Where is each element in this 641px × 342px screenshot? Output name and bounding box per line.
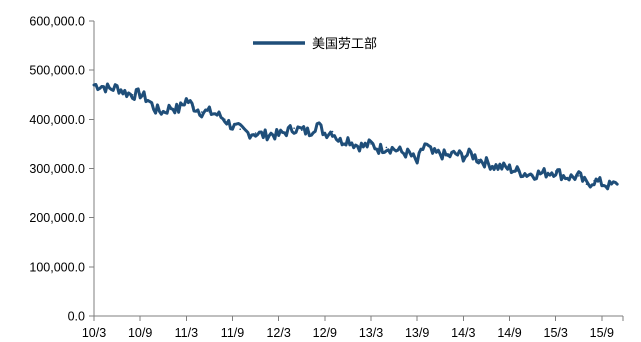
x-tick-label: 14/3 xyxy=(451,326,475,340)
data-point xyxy=(570,176,572,179)
x-tick-label: 10/9 xyxy=(128,326,152,340)
legend-label: 美国劳工部 xyxy=(312,36,377,52)
data-point xyxy=(247,132,249,134)
data-point xyxy=(285,130,288,133)
data-point xyxy=(377,148,380,150)
data-point xyxy=(578,175,580,177)
data-point xyxy=(262,134,265,136)
x-tick-label: 13/3 xyxy=(359,326,383,340)
y-tick-label: 300,000.0 xyxy=(29,162,85,176)
data-point xyxy=(608,184,611,187)
data-point xyxy=(108,88,111,90)
x-tick-label: 14/9 xyxy=(497,326,521,340)
y-tick-label: 200,000.0 xyxy=(29,211,85,225)
data-point xyxy=(431,153,434,155)
data-point xyxy=(593,180,595,182)
data-point xyxy=(416,161,419,164)
data-point xyxy=(301,129,303,131)
data-point xyxy=(493,165,495,167)
data-point xyxy=(447,155,449,157)
x-tick-label: 12/3 xyxy=(266,326,290,340)
data-point xyxy=(601,182,603,185)
plot-area xyxy=(92,82,619,191)
data-point xyxy=(385,146,388,149)
data-point xyxy=(547,171,549,174)
data-point xyxy=(208,111,211,113)
y-tick-label: 400,000.0 xyxy=(29,113,85,127)
data-point xyxy=(177,108,180,111)
data-point xyxy=(116,86,118,89)
data-point xyxy=(616,183,618,185)
data-point xyxy=(277,134,280,136)
data-point xyxy=(462,155,465,157)
data-point xyxy=(508,167,511,170)
data-point xyxy=(454,153,457,155)
data-point xyxy=(370,143,372,145)
x-tick-label: 15/3 xyxy=(544,326,568,340)
data-point xyxy=(170,106,172,108)
y-tick-label: 500,000.0 xyxy=(29,64,85,78)
data-point xyxy=(193,106,195,108)
data-point xyxy=(531,173,534,176)
data-point xyxy=(347,138,349,140)
data-point xyxy=(585,183,588,185)
data-point xyxy=(393,148,395,150)
data-point xyxy=(562,175,565,177)
data-point xyxy=(216,113,218,116)
data-point xyxy=(331,130,334,133)
data-point xyxy=(162,111,165,113)
series-line xyxy=(92,82,619,191)
x-tick-label: 11/3 xyxy=(175,326,198,340)
data-point xyxy=(401,151,403,154)
data-point xyxy=(439,153,442,155)
data-point xyxy=(501,166,503,168)
data-point xyxy=(477,158,480,161)
y-tick-label: 600,000.0 xyxy=(29,15,85,29)
data-point xyxy=(408,153,411,155)
data-point xyxy=(524,172,526,175)
x-tick-label: 10/3 xyxy=(82,326,106,340)
data-point xyxy=(100,85,103,87)
x-tick-label: 12/9 xyxy=(313,326,337,340)
data-point xyxy=(485,161,488,164)
data-point xyxy=(308,131,311,133)
data-point xyxy=(424,143,426,145)
data-point xyxy=(339,140,342,143)
data-point xyxy=(139,93,141,95)
data-point xyxy=(147,98,149,101)
data-point xyxy=(516,170,518,172)
data-point xyxy=(93,84,95,86)
data-point xyxy=(224,118,226,121)
data-point xyxy=(185,98,188,101)
data-point xyxy=(293,127,295,129)
x-tick-label: 15/9 xyxy=(590,326,614,340)
data-point xyxy=(200,111,203,113)
data-point xyxy=(316,123,318,126)
data-point xyxy=(554,170,557,172)
data-point xyxy=(231,125,234,128)
data-point xyxy=(324,132,326,134)
data-point xyxy=(362,145,365,148)
x-tick-label: 13/9 xyxy=(405,326,429,340)
data-point xyxy=(270,133,272,135)
data-point xyxy=(239,128,241,130)
data-point xyxy=(154,108,157,111)
x-axis: 10/3 10/9 11/3 11/9 12/3 12/9 13/3 13/9 14/3 14/9… xyxy=(82,315,624,340)
data-point xyxy=(124,91,126,94)
data-point xyxy=(131,94,134,96)
y-tick-label: 100,000.0 xyxy=(29,260,85,274)
data-point xyxy=(354,144,357,146)
y-axis: 0.0 100,000.0 200,000.0 300,000.0 400,000.0 5… xyxy=(29,15,95,324)
legend: 美国劳工部 xyxy=(253,36,377,52)
x-tick-label: 11/9 xyxy=(221,326,244,340)
data-point xyxy=(470,153,472,155)
data-point xyxy=(539,172,542,175)
data-point xyxy=(254,132,257,134)
y-tick-label: 0.0 xyxy=(68,310,85,324)
